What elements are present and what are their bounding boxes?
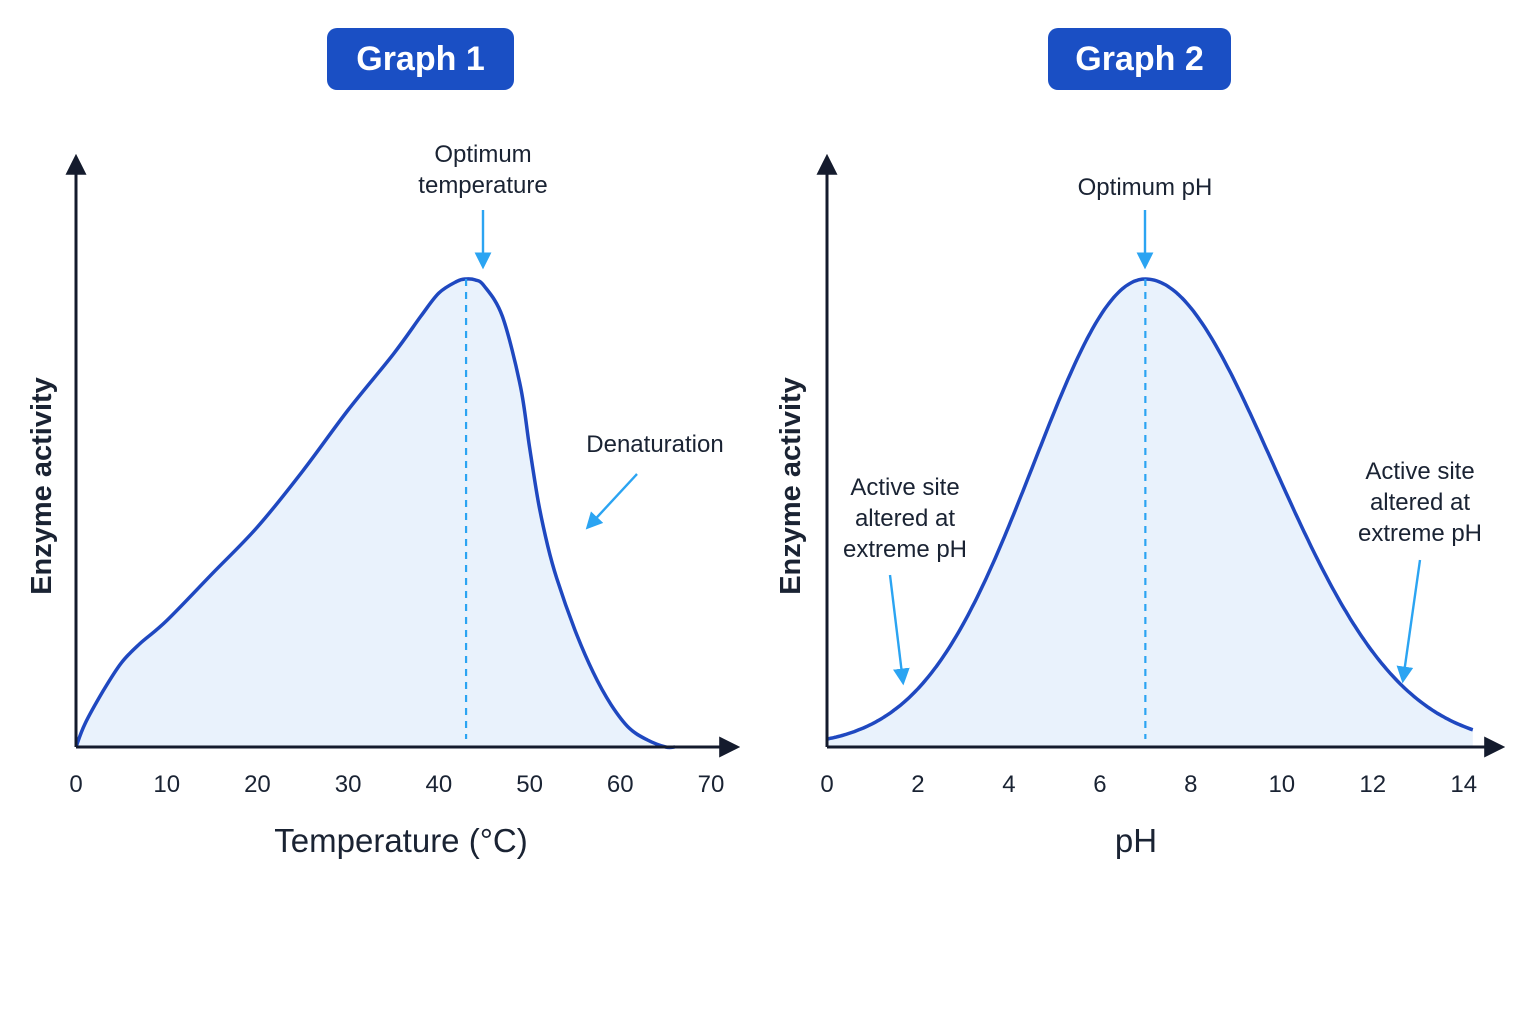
x-tick-label: 70: [698, 771, 725, 798]
annotation-arrow: [1396, 559, 1422, 684]
annotation-arrow: [888, 574, 910, 686]
y-axis-title: Enzyme activity: [26, 377, 58, 595]
x-tick-label: 0: [69, 771, 82, 798]
x-axis-title: Temperature (°C): [274, 822, 527, 859]
y-axis-title: Enzyme activity: [775, 377, 807, 595]
graph-2-panel: Graph 2 0 2 4 6 8 10 12 14 pH Enzyme activity Opti…: [768, 0, 1536, 1024]
x-tick-label: 2: [911, 771, 924, 798]
x-tick-label: 60: [607, 771, 634, 798]
graph-2-activity-curve: [826, 277, 1474, 741]
graph-1-chart: 0 10 20 30 40 50 60 70 Temperature (°C) Enzyme ac…: [26, 141, 741, 859]
x-tick-label: 12: [1359, 771, 1386, 798]
x-tick-label: 40: [426, 771, 453, 798]
annotation-label: Optimum pH: [1078, 174, 1213, 201]
annotation-label: Optimum temperature: [418, 141, 547, 199]
graph-2-area-fill: [827, 279, 1473, 747]
x-tick-label: 20: [244, 771, 271, 798]
graph-2-chart: 0 2 4 6 8 10 12 14 pH Enzyme activity Optimum pH Ac…: [775, 153, 1506, 859]
x-tick-label: 14: [1450, 771, 1477, 798]
annotation-arrow: [585, 473, 638, 530]
annotation-label: Active site altered at extreme pH: [843, 474, 967, 563]
x-tick-label: 8: [1184, 771, 1197, 798]
annotation-label: Denaturation: [586, 431, 723, 458]
graph-2-title: Graph 2: [1048, 28, 1231, 90]
annotation-label: Active site altered at extreme pH: [1358, 458, 1482, 547]
x-tick-label: 4: [1002, 771, 1015, 798]
x-tick-label: 10: [1268, 771, 1295, 798]
x-tick-label: 50: [516, 771, 543, 798]
graph-1-panel: Graph 1 0 10 20 30 40 50 60 70 Temperature (°C) E…: [26, 28, 741, 859]
x-tick-label: 0: [820, 771, 833, 798]
graph-1-activity-curve: [74, 277, 675, 750]
graph-1-area-fill: [76, 278, 675, 748]
x-axis-title: pH: [1115, 822, 1157, 859]
graph-1-title: Graph 1: [327, 28, 514, 90]
x-tick-label: 30: [335, 771, 362, 798]
x-tick-label: 10: [153, 771, 180, 798]
x-tick-label: 6: [1093, 771, 1106, 798]
